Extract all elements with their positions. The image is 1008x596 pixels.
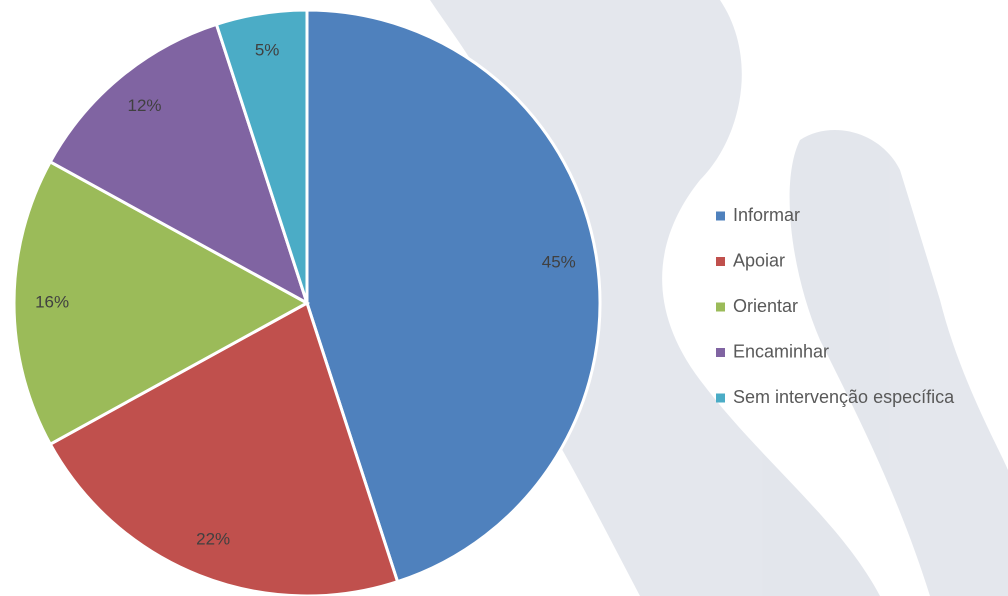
- legend-marker: [716, 394, 725, 403]
- legend-marker: [716, 257, 725, 266]
- data-label: 45%: [542, 253, 576, 272]
- legend-label: Apoiar: [733, 250, 785, 270]
- legend-marker: [716, 348, 725, 357]
- legend-marker: [716, 303, 725, 312]
- legend-label: Informar: [733, 205, 800, 225]
- data-label: 5%: [255, 41, 280, 60]
- legend-label: Encaminhar: [733, 341, 829, 361]
- data-label: 16%: [35, 292, 69, 311]
- data-label: 12%: [127, 96, 161, 115]
- chart: 45% 22% 16% 12% 5% Informar Apoiar Orientar Enca…: [0, 0, 1008, 596]
- legend-label: Orientar: [733, 296, 798, 316]
- legend-marker: [716, 212, 725, 221]
- legend-label: Sem intervenção específica: [733, 387, 955, 407]
- data-label: 22%: [196, 529, 230, 548]
